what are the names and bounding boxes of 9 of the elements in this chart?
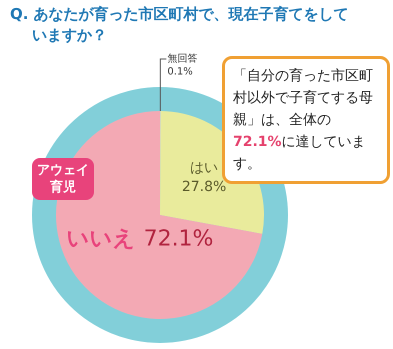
text: 「自分の育った市区町村以外で子育てする母親」は、全体の72.1%に達しています。 [233,68,373,172]
text: アウェイ育児 [32,158,94,200]
slice-label: いいえ [66,226,136,252]
data-label: 27.8% [182,179,226,196]
data-label: 0.1% [167,66,193,78]
chart-title: Q. あなたが育った市区町村で、現在子育てをしていますか？ [10,4,350,46]
slice-label: 無回答 [167,52,198,65]
data-label: 72.1% [144,226,214,252]
slice-label: はい [190,160,218,176]
